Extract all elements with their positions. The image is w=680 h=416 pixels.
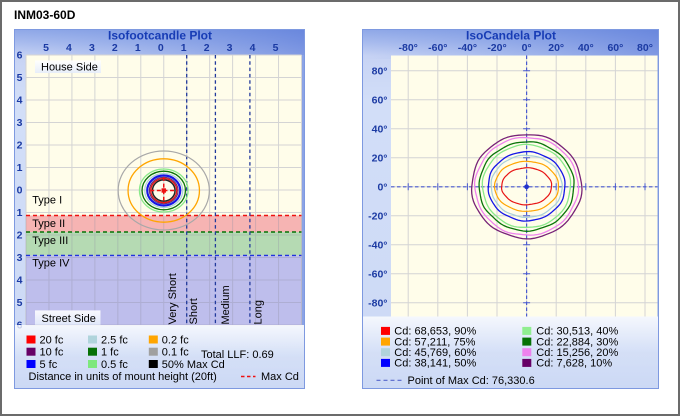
svg-text:Isofootcandle Plot: Isofootcandle Plot	[108, 29, 212, 43]
svg-text:3: 3	[89, 42, 95, 54]
svg-text:5 fc: 5 fc	[40, 359, 58, 371]
svg-text:1 fc: 1 fc	[101, 347, 119, 359]
svg-text:10 fc: 10 fc	[40, 347, 64, 359]
svg-text:Max Cd: Max Cd	[261, 371, 299, 383]
svg-text:60°: 60°	[607, 42, 623, 54]
svg-text:Cd: 30,513, 40%: Cd: 30,513, 40%	[536, 326, 618, 338]
svg-text:0.5 fc: 0.5 fc	[101, 359, 128, 371]
svg-text:40°: 40°	[578, 42, 594, 54]
svg-text:1: 1	[17, 162, 23, 174]
svg-text:2: 2	[112, 42, 118, 54]
svg-text:5: 5	[17, 297, 23, 309]
svg-text:Short: Short	[188, 298, 200, 324]
svg-text:Total LLF: 0.69: Total LLF: 0.69	[201, 349, 274, 361]
svg-text:Cd: 22,884, 30%: Cd: 22,884, 30%	[536, 336, 618, 348]
svg-text:Type IV: Type IV	[32, 258, 70, 270]
svg-text:-20°: -20°	[487, 42, 506, 54]
svg-text:Medium: Medium	[220, 285, 232, 324]
svg-text:Cd: 7,628, 10%: Cd: 7,628, 10%	[536, 358, 612, 370]
svg-text:Long: Long	[253, 300, 265, 324]
svg-text:20°: 20°	[372, 152, 388, 164]
svg-text:2: 2	[204, 42, 210, 54]
svg-text:60°: 60°	[372, 94, 388, 106]
svg-text:2.5 fc: 2.5 fc	[101, 335, 128, 347]
svg-text:20 fc: 20 fc	[40, 335, 64, 347]
svg-text:-40°: -40°	[368, 239, 387, 251]
svg-text:3: 3	[17, 117, 23, 129]
svg-text:4: 4	[66, 42, 72, 54]
svg-text:40°: 40°	[372, 123, 388, 135]
svg-text:50% Max Cd: 50% Max Cd	[162, 359, 225, 371]
svg-text:Type I: Type I	[32, 195, 62, 207]
svg-text:-80°: -80°	[368, 297, 387, 309]
svg-text:0.2 fc: 0.2 fc	[162, 335, 189, 347]
svg-text:5: 5	[43, 42, 49, 54]
svg-text:4: 4	[17, 95, 23, 107]
svg-text:-60°: -60°	[428, 42, 447, 54]
svg-text:Cd: 57,211, 75%: Cd: 57,211, 75%	[394, 336, 475, 348]
svg-text:IsoCandela Plot: IsoCandela Plot	[466, 29, 556, 43]
svg-text:1: 1	[181, 42, 187, 54]
svg-text:-60°: -60°	[368, 268, 387, 280]
svg-text:6: 6	[17, 50, 23, 62]
svg-text:Street Side: Street Side	[42, 313, 96, 325]
svg-text:5: 5	[17, 72, 23, 84]
svg-text:Type III: Type III	[32, 235, 68, 247]
svg-text:3: 3	[17, 252, 23, 264]
svg-text:5: 5	[273, 42, 279, 54]
svg-text:Cd: 45,769, 60%: Cd: 45,769, 60%	[394, 347, 476, 359]
svg-text:0°: 0°	[522, 42, 532, 54]
svg-text:4: 4	[17, 275, 23, 287]
svg-text:0: 0	[17, 185, 23, 197]
svg-text:2: 2	[17, 140, 23, 152]
svg-text:Cd: 68,653, 90%: Cd: 68,653, 90%	[394, 326, 476, 338]
svg-text:0.1 fc: 0.1 fc	[162, 347, 189, 359]
svg-text:-80°: -80°	[399, 42, 418, 54]
svg-text:1: 1	[135, 42, 141, 54]
svg-text:3: 3	[227, 42, 233, 54]
svg-text:80°: 80°	[637, 42, 653, 54]
svg-text:Point of Max Cd: 76,330.6: Point of Max Cd: 76,330.6	[408, 375, 535, 387]
svg-text:0: 0	[158, 42, 164, 54]
svg-text:-40°: -40°	[458, 42, 477, 54]
svg-text:80°: 80°	[372, 65, 388, 77]
svg-text:House Side: House Side	[41, 62, 98, 74]
svg-text:Very Short: Very Short	[167, 273, 179, 324]
svg-text:Distance in units of mount hei: Distance in units of mount height (20ft)	[29, 371, 217, 383]
svg-text:Cd: 15,256, 20%: Cd: 15,256, 20%	[536, 347, 618, 359]
svg-text:-20°: -20°	[368, 210, 387, 222]
svg-text:Cd: 38,141, 50%: Cd: 38,141, 50%	[394, 358, 476, 370]
svg-text:0°: 0°	[377, 181, 387, 193]
svg-text:Type II: Type II	[32, 218, 65, 230]
svg-text:4: 4	[250, 42, 256, 54]
svg-text:1: 1	[17, 207, 23, 219]
svg-text:20°: 20°	[548, 42, 564, 54]
svg-text:2: 2	[17, 230, 23, 242]
